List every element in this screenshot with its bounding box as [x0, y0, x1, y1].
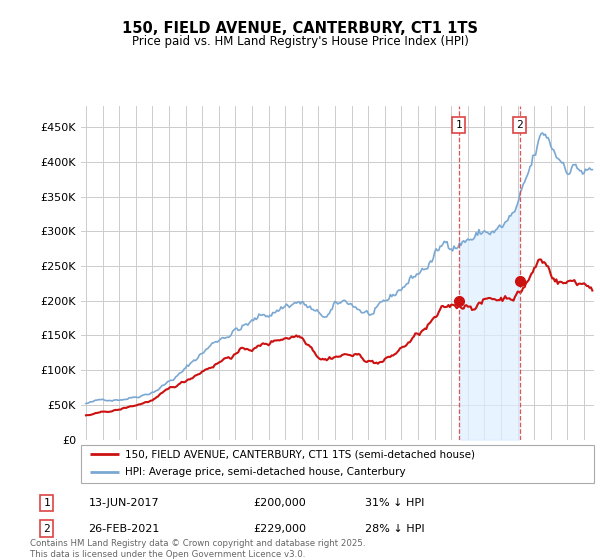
Text: Price paid vs. HM Land Registry's House Price Index (HPI): Price paid vs. HM Land Registry's House …: [131, 35, 469, 48]
Text: 31% ↓ HPI: 31% ↓ HPI: [365, 498, 424, 508]
Text: 2: 2: [43, 524, 50, 534]
Text: HPI: Average price, semi-detached house, Canterbury: HPI: Average price, semi-detached house,…: [125, 467, 405, 477]
Text: Contains HM Land Registry data © Crown copyright and database right 2025.
This d: Contains HM Land Registry data © Crown c…: [30, 539, 365, 559]
Text: £200,000: £200,000: [253, 498, 306, 508]
Text: 26-FEB-2021: 26-FEB-2021: [89, 524, 160, 534]
Text: £229,000: £229,000: [253, 524, 306, 534]
Text: 1: 1: [455, 120, 462, 130]
Text: 150, FIELD AVENUE, CANTERBURY, CT1 1TS (semi-detached house): 150, FIELD AVENUE, CANTERBURY, CT1 1TS (…: [125, 449, 475, 459]
Text: 1: 1: [43, 498, 50, 508]
Text: 150, FIELD AVENUE, CANTERBURY, CT1 1TS: 150, FIELD AVENUE, CANTERBURY, CT1 1TS: [122, 21, 478, 36]
Text: 28% ↓ HPI: 28% ↓ HPI: [365, 524, 424, 534]
Text: 13-JUN-2017: 13-JUN-2017: [89, 498, 159, 508]
FancyBboxPatch shape: [81, 445, 594, 483]
Text: 2: 2: [516, 120, 523, 130]
